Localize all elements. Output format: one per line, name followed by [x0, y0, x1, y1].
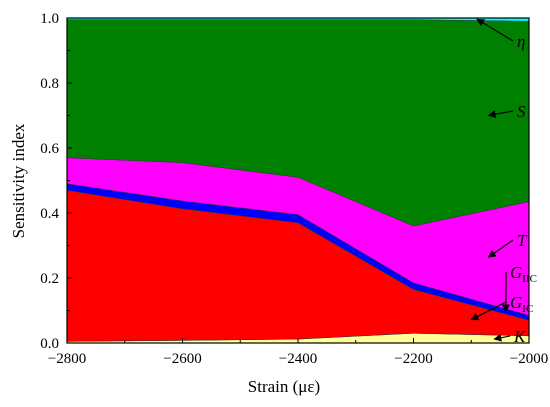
- annotation-label-s: S: [517, 102, 526, 121]
- annotation-label-gic: GIC: [510, 293, 533, 315]
- x-tick-label: −2400: [279, 351, 317, 367]
- x-tick-label: −2600: [163, 351, 201, 367]
- annotation-label-k: K: [513, 327, 527, 346]
- annotation-label-eta: η: [517, 32, 525, 51]
- x-tick-label: −2800: [48, 351, 86, 367]
- x-axis-title: Strain (με): [248, 377, 320, 396]
- y-tick-label: 1.0: [40, 11, 59, 27]
- y-tick-label: 0.8: [40, 76, 59, 92]
- y-tick-label: 0.2: [40, 271, 59, 287]
- x-tick-label: −2200: [394, 351, 432, 367]
- annotation-arrow-k: [493, 333, 511, 342]
- y-tick-label: 0.4: [40, 206, 59, 222]
- x-tick-label: −2000: [510, 351, 548, 367]
- annotation-label-t: T: [517, 231, 528, 250]
- annotation-arrow-t: [487, 239, 514, 258]
- area-layers: [66, 17, 530, 344]
- y-axis-title: Sensitivity index: [9, 123, 28, 238]
- annotation-arrow-eta: [476, 18, 514, 42]
- y-tick-label: 0.0: [40, 336, 59, 352]
- annotation-arrow-s: [487, 110, 514, 119]
- y-tick-label: 0.6: [40, 141, 59, 157]
- annotation-arrow-gic: [470, 301, 507, 321]
- axes: −2800 −2600 −2400 −2200 −2000 0.0 0.2 0.4 0.6 0.8…: [40, 11, 548, 367]
